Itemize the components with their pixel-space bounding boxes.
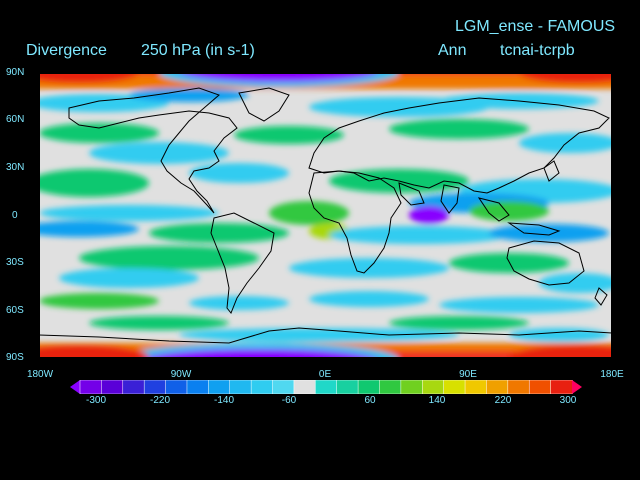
lat-label-30n: 30N [6, 162, 25, 173]
colorbar-label-6: 140 [428, 395, 446, 406]
colorbar [70, 380, 582, 394]
colorbar-swatch [186, 380, 210, 394]
colorbar-label-3: -140 [213, 395, 235, 406]
colorbar-label-1: -300 [85, 395, 107, 406]
colorbar-swatch [443, 380, 466, 394]
colorbar-swatch [550, 380, 573, 394]
lat-label-30s: 30S [6, 257, 24, 268]
map-frame [39, 73, 612, 358]
colorbar-label-5: 60 [364, 395, 376, 406]
colorbar-swatch [122, 380, 145, 394]
lon-label-180e: 180E [600, 369, 624, 380]
lat-label-90n: 90N [6, 67, 25, 78]
colorbar-swatch [293, 380, 317, 394]
colorbar-swatch [315, 380, 338, 394]
lon-label-0e: 0E [318, 369, 332, 380]
colorbar-swatch [357, 380, 381, 394]
lon-label-90e: 90E [459, 369, 477, 380]
lat-label-eq: 0 [12, 210, 18, 221]
colorbar-swatch [229, 380, 252, 394]
lat-label-60n: 60N [6, 114, 25, 125]
colorbar-swatch [400, 380, 424, 394]
colorbar-swatch [507, 380, 530, 394]
colorbar-label-8: 300 [559, 395, 577, 406]
colorbar-swatch [486, 380, 509, 394]
lon-label-180w: 180W [26, 369, 54, 380]
colorbar-label-2: -220 [149, 395, 171, 406]
season-label: Ann [438, 42, 467, 59]
colorbar-swatch [101, 380, 124, 394]
colorbar-swatch [143, 380, 167, 394]
experiment-title: LGM_ense - FAMOUS [455, 18, 616, 35]
colorbar-arrow-high [572, 380, 582, 394]
colorbar-arrow-low [70, 380, 80, 394]
divergence-map [39, 73, 612, 358]
colorbar-swatch [528, 380, 552, 394]
colorbar-label-4: -60 [281, 395, 297, 406]
level-title: 250 hPa (in s-1) [141, 42, 255, 59]
run-label: tcnai-tcrpb [500, 42, 575, 59]
colorbar-swatch [208, 380, 231, 394]
colorbar-swatch [379, 380, 402, 394]
colorbar-swatch [79, 380, 103, 394]
colorbar-label-7: 220 [494, 395, 512, 406]
colorbar-swatch [464, 380, 488, 394]
lat-label-60s: 60S [6, 305, 24, 316]
variable-title: Divergence [26, 42, 107, 59]
colorbar-swatch [250, 380, 274, 394]
colorbar-swatch [336, 380, 359, 394]
lat-label-90s: 90S [6, 352, 24, 363]
colorbar-swatch [422, 380, 445, 394]
colorbar-swatch [272, 380, 295, 394]
coastlines [39, 87, 612, 344]
lon-label-90w: 90W [170, 369, 192, 380]
colorbar-swatch [165, 380, 188, 394]
